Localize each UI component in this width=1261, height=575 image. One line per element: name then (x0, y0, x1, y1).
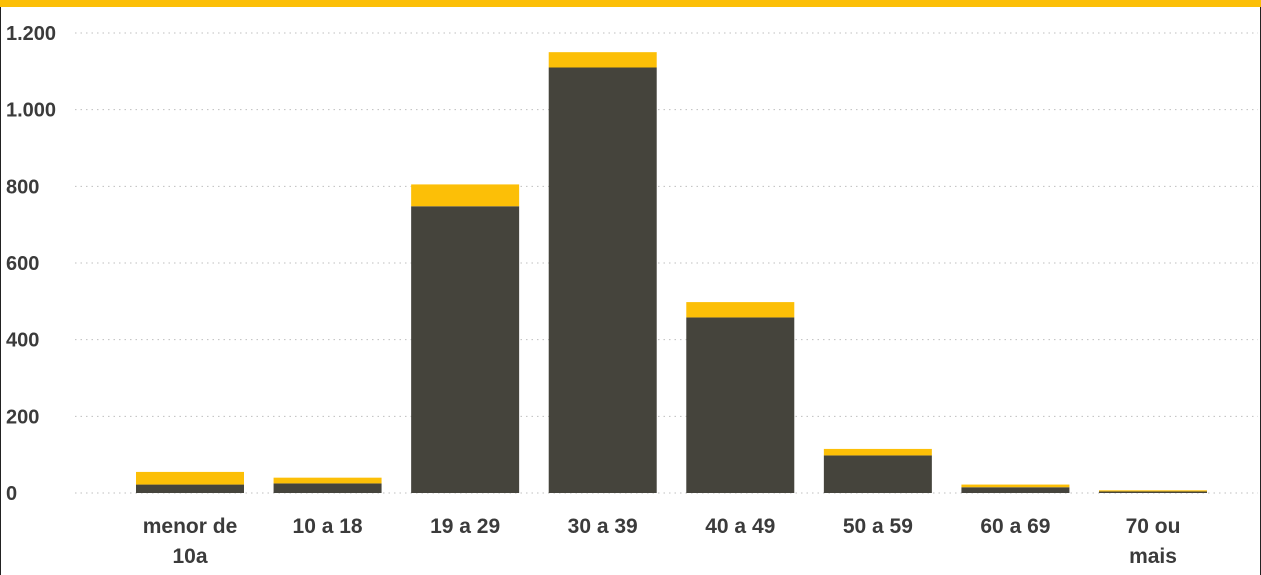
x-tick-label-5: 50 a 59 (843, 515, 913, 538)
y-tick-label-0: 0 (6, 483, 17, 505)
x-axis-tick-labels: menor de 10a 10 a 18 19 a 29 30 a 39 40 a 49 5… (143, 515, 1181, 568)
bar-base-4 (686, 317, 795, 493)
bar-base-3 (548, 67, 657, 493)
x-tick-label-7-line1: mais (1129, 545, 1177, 568)
x-tick-label-3: 30 a 39 (568, 515, 638, 538)
y-axis-tick-labels: 0 200 400 600 800 1.000 1.200 (6, 23, 56, 505)
x-tick-label-4: 40 a 49 (705, 515, 775, 538)
bar-base-6 (961, 487, 1070, 493)
bar-base-5 (823, 455, 932, 493)
bar-base-1 (273, 483, 382, 493)
x-tick-label-2: 19 a 29 (430, 515, 500, 538)
x-tick-label-7-line0: 70 ou (1126, 515, 1181, 538)
y-tick-label-600: 600 (6, 253, 39, 275)
y-tick-label-800: 800 (6, 176, 39, 198)
x-tick-label-0-line0: menor de (143, 515, 238, 538)
bar-top-4 (686, 302, 795, 318)
x-tick-label-1: 10 a 18 (293, 515, 363, 538)
bar-top-2 (411, 184, 520, 207)
bar-top-5 (823, 448, 932, 456)
bar-base-7 (1099, 491, 1207, 493)
bar-top-0 (136, 471, 244, 485)
y-tick-label-200: 200 (6, 406, 39, 428)
x-tick-label-6: 60 a 69 (980, 515, 1050, 538)
top-accent-bar (0, 0, 1261, 7)
bar-base-0 (136, 484, 244, 493)
y-tick-label-1200: 1.200 (6, 23, 56, 45)
bar-top-7 (1099, 490, 1207, 492)
x-tick-label-0-line1: 10a (172, 545, 207, 568)
bar-top-3 (548, 52, 657, 68)
y-tick-label-400: 400 (6, 330, 39, 352)
bars (136, 52, 1207, 493)
gridlines (75, 32, 1258, 494)
bar-top-1 (273, 477, 382, 484)
y-tick-label-1000: 1.000 (6, 100, 56, 122)
bar-top-6 (961, 484, 1070, 488)
bar-base-2 (411, 206, 520, 493)
